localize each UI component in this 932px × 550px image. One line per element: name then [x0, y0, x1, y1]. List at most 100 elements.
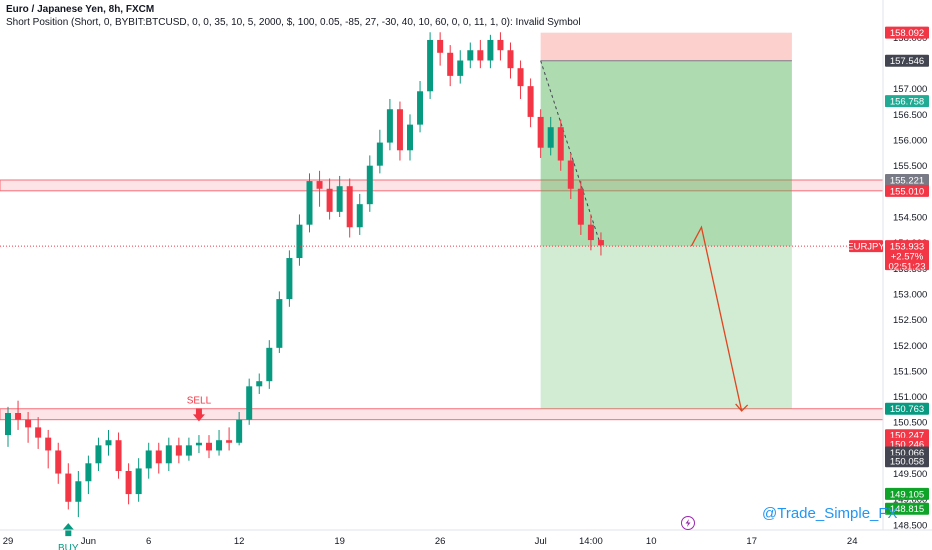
- bar-countdown-text: 02:51:23: [889, 262, 926, 273]
- candle-body: [195, 442, 202, 446]
- candle-body: [306, 181, 313, 225]
- candle-body: [567, 160, 574, 189]
- price-tick-label: 154.500: [893, 212, 927, 223]
- projection-arrow-head: [735, 403, 749, 412]
- time-tick-label: 29: [3, 536, 14, 547]
- candle-body: [65, 473, 72, 502]
- price-label-bg: [885, 455, 929, 468]
- price-tick-label: 148.500: [893, 520, 927, 531]
- price-label-text: 150.763: [890, 404, 924, 415]
- price-label-text: 157.546: [890, 56, 924, 67]
- price-label-bg: [885, 26, 929, 39]
- time-tick-label: 14:00: [579, 536, 603, 547]
- price-tick-label: 149.000: [893, 495, 927, 506]
- candle-body: [246, 386, 253, 420]
- candle-body: [45, 437, 52, 451]
- time-tick-label: Jun: [81, 536, 96, 547]
- candle-body: [577, 188, 584, 225]
- candle-body: [336, 186, 343, 212]
- candle-body: [115, 440, 122, 471]
- time-tick-label: Jul: [535, 536, 547, 547]
- candle-body: [25, 419, 32, 428]
- candle-body: [346, 186, 353, 228]
- candle-body: [296, 224, 303, 259]
- candle-body: [256, 381, 263, 387]
- price-label-text: 158.092: [890, 28, 924, 39]
- zones-layer: [0, 32, 884, 421]
- price-label-text: 150.058: [890, 457, 924, 468]
- candle-body: [326, 188, 333, 212]
- candle-body: [497, 39, 504, 51]
- candle-body: [95, 445, 102, 464]
- candle-body: [145, 450, 152, 469]
- price-tick-label: 155.500: [893, 161, 927, 172]
- candle-body: [226, 440, 233, 443]
- price-label-text: 155.010: [890, 186, 924, 197]
- candle-body: [266, 347, 273, 382]
- candle-body: [547, 127, 554, 148]
- time-axis[interactable]: 29 Jun 6 12 19 26 Jul 14:00 10 17 24: [3, 536, 858, 547]
- time-tick-label: 24: [847, 536, 858, 547]
- candle-body: [85, 463, 92, 482]
- sell-label: SELL: [187, 395, 212, 406]
- candle-body: [236, 419, 243, 443]
- price-label-text: 156.758: [890, 97, 924, 108]
- candle-body: [75, 481, 82, 502]
- buy-label: BUY: [58, 543, 79, 550]
- time-tick-label: 17: [746, 536, 757, 547]
- annotations-layer: BUY SELL: [0, 225, 883, 550]
- current-price-badge-bg: [885, 240, 929, 271]
- candle-body: [407, 124, 413, 151]
- candle-body: [5, 413, 11, 436]
- candle-body: [557, 127, 564, 161]
- candle-body: [386, 109, 393, 143]
- price-label-bg: [885, 54, 929, 67]
- projection-arrow-path: [690, 225, 743, 412]
- candle-body: [35, 427, 42, 438]
- candle-body: [125, 470, 132, 495]
- price-tick-label: 151.000: [893, 392, 927, 403]
- candle-body: [427, 39, 434, 92]
- price-label-text: 150.066: [890, 448, 924, 459]
- price-tick-label: 156.500: [893, 110, 927, 121]
- candle-body: [316, 181, 323, 189]
- price-label-text: 148.815: [890, 504, 924, 515]
- price-tick-label: 153.000: [893, 289, 927, 300]
- candle-body: [477, 50, 484, 61]
- price-label-bg: [885, 502, 929, 515]
- price-tick-label: 152.500: [893, 315, 927, 326]
- candle-body: [216, 440, 223, 451]
- candle-body: [417, 91, 424, 125]
- price-label-text: 149.105: [890, 489, 924, 500]
- candle-body: [527, 86, 534, 117]
- price-tick-label: 156.000: [893, 136, 927, 147]
- candle-body: [467, 50, 474, 61]
- price-tick-label: 152.000: [893, 341, 927, 352]
- price-label-bg: [885, 95, 929, 108]
- candle-body: [286, 258, 293, 300]
- position-target-zone: [540, 246, 792, 409]
- price-label-text: 150.247: [890, 431, 924, 442]
- price-tick-label: 151.500: [893, 366, 927, 377]
- candle-body: [517, 68, 524, 87]
- price-tick-label: 149.500: [893, 469, 927, 480]
- candle-body: [597, 240, 604, 246]
- candle-body: [366, 165, 373, 205]
- support-zone: [0, 408, 884, 421]
- candle-body: [376, 142, 383, 166]
- time-tick-label: 19: [334, 536, 345, 547]
- candle-body: [135, 468, 142, 495]
- symbol-badge-text: EURJPY: [847, 242, 885, 253]
- candle-body: [356, 204, 363, 228]
- time-tick-label: 10: [646, 536, 657, 547]
- candle-body: [457, 60, 464, 76]
- candle-body: [507, 50, 514, 69]
- watermark: @Trade_Simple_FX: [762, 505, 898, 522]
- lightning-icon[interactable]: [681, 516, 695, 530]
- time-tick-label: 12: [234, 536, 245, 547]
- candle-body: [437, 39, 444, 53]
- symbol-badge-bg: [849, 240, 883, 253]
- price-label-bg: [885, 487, 929, 500]
